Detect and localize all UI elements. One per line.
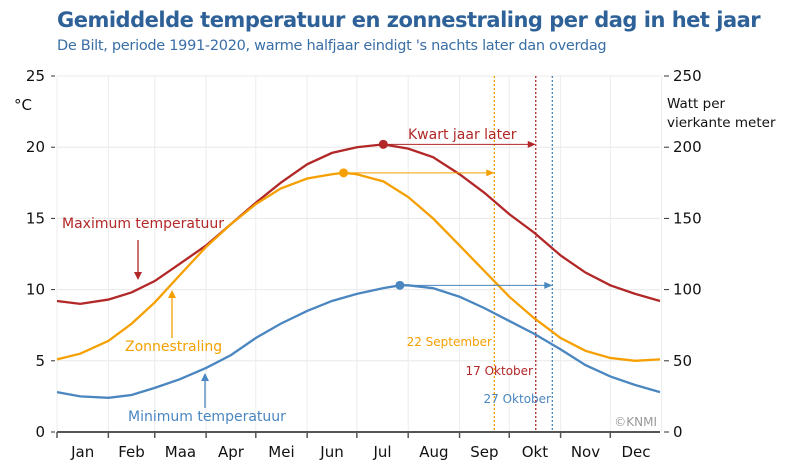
arrow-head bbox=[168, 290, 176, 298]
arrow-head bbox=[544, 281, 553, 289]
arrow-head bbox=[527, 140, 536, 148]
arrow-head bbox=[201, 373, 209, 381]
y-tick-label-left: 5 bbox=[35, 352, 45, 370]
x-tick-label: Feb bbox=[118, 443, 145, 461]
date-label: 22 September bbox=[407, 335, 492, 349]
x-tick-label: Maa bbox=[165, 443, 196, 461]
series-label: Minimum temperatuur bbox=[128, 409, 286, 425]
peak-dot bbox=[395, 280, 405, 290]
x-tick-label: Jan bbox=[70, 443, 94, 461]
y-tick-label-left: 25 bbox=[26, 67, 45, 85]
y-tick-label-right: 0 bbox=[673, 423, 683, 441]
y-tick-label-right: 50 bbox=[673, 352, 692, 370]
series-line bbox=[56, 171, 661, 362]
y-tick-label-right: 150 bbox=[673, 209, 702, 227]
y-tick-label-right: 100 bbox=[673, 281, 702, 299]
date-label: 17 Oktober bbox=[466, 364, 534, 378]
y-axis-label-right: Watt per bbox=[667, 96, 726, 112]
y-tick-label-left: 20 bbox=[26, 138, 45, 156]
chart-subtitle: De Bilt, periode 1991-2020, warme halfja… bbox=[57, 38, 607, 54]
series-line bbox=[56, 143, 661, 306]
peak-dot bbox=[378, 139, 388, 149]
y-tick-label-left: 15 bbox=[26, 209, 45, 227]
x-tick-label: Mei bbox=[268, 443, 294, 461]
credit: ©KNMI bbox=[614, 415, 657, 429]
x-tick-label: Okt bbox=[522, 443, 548, 461]
arrow-head bbox=[486, 169, 495, 177]
y-axis-label-right: vierkante meter bbox=[667, 115, 776, 131]
date-label: 27 Oktober bbox=[484, 392, 552, 406]
series-line bbox=[56, 284, 661, 399]
y-axis-label-left: °C bbox=[14, 96, 32, 114]
x-tick-label: Jul bbox=[372, 443, 391, 461]
arrow-head bbox=[134, 272, 142, 280]
x-tick-label: Dec bbox=[621, 443, 650, 461]
series-label: Maximum temperatuur bbox=[62, 216, 224, 232]
x-tick-label: Jun bbox=[319, 443, 343, 461]
y-tick-label-left: 0 bbox=[35, 423, 45, 441]
x-tick-label: Sep bbox=[470, 443, 498, 461]
y-tick-label-right: 200 bbox=[673, 138, 702, 156]
x-tick-label: Aug bbox=[419, 443, 448, 461]
series-label: Zonnestraling bbox=[125, 339, 222, 355]
y-tick-label-left: 10 bbox=[26, 281, 45, 299]
x-tick-label: Apr bbox=[218, 443, 245, 461]
chart-title: Gemiddelde temperatuur en zonnestraling … bbox=[57, 8, 761, 32]
peak-dot bbox=[339, 168, 349, 178]
annotation-label: Kwart jaar later bbox=[408, 127, 517, 143]
y-tick-label-right: 250 bbox=[673, 67, 702, 85]
x-tick-label: Nov bbox=[571, 443, 600, 461]
